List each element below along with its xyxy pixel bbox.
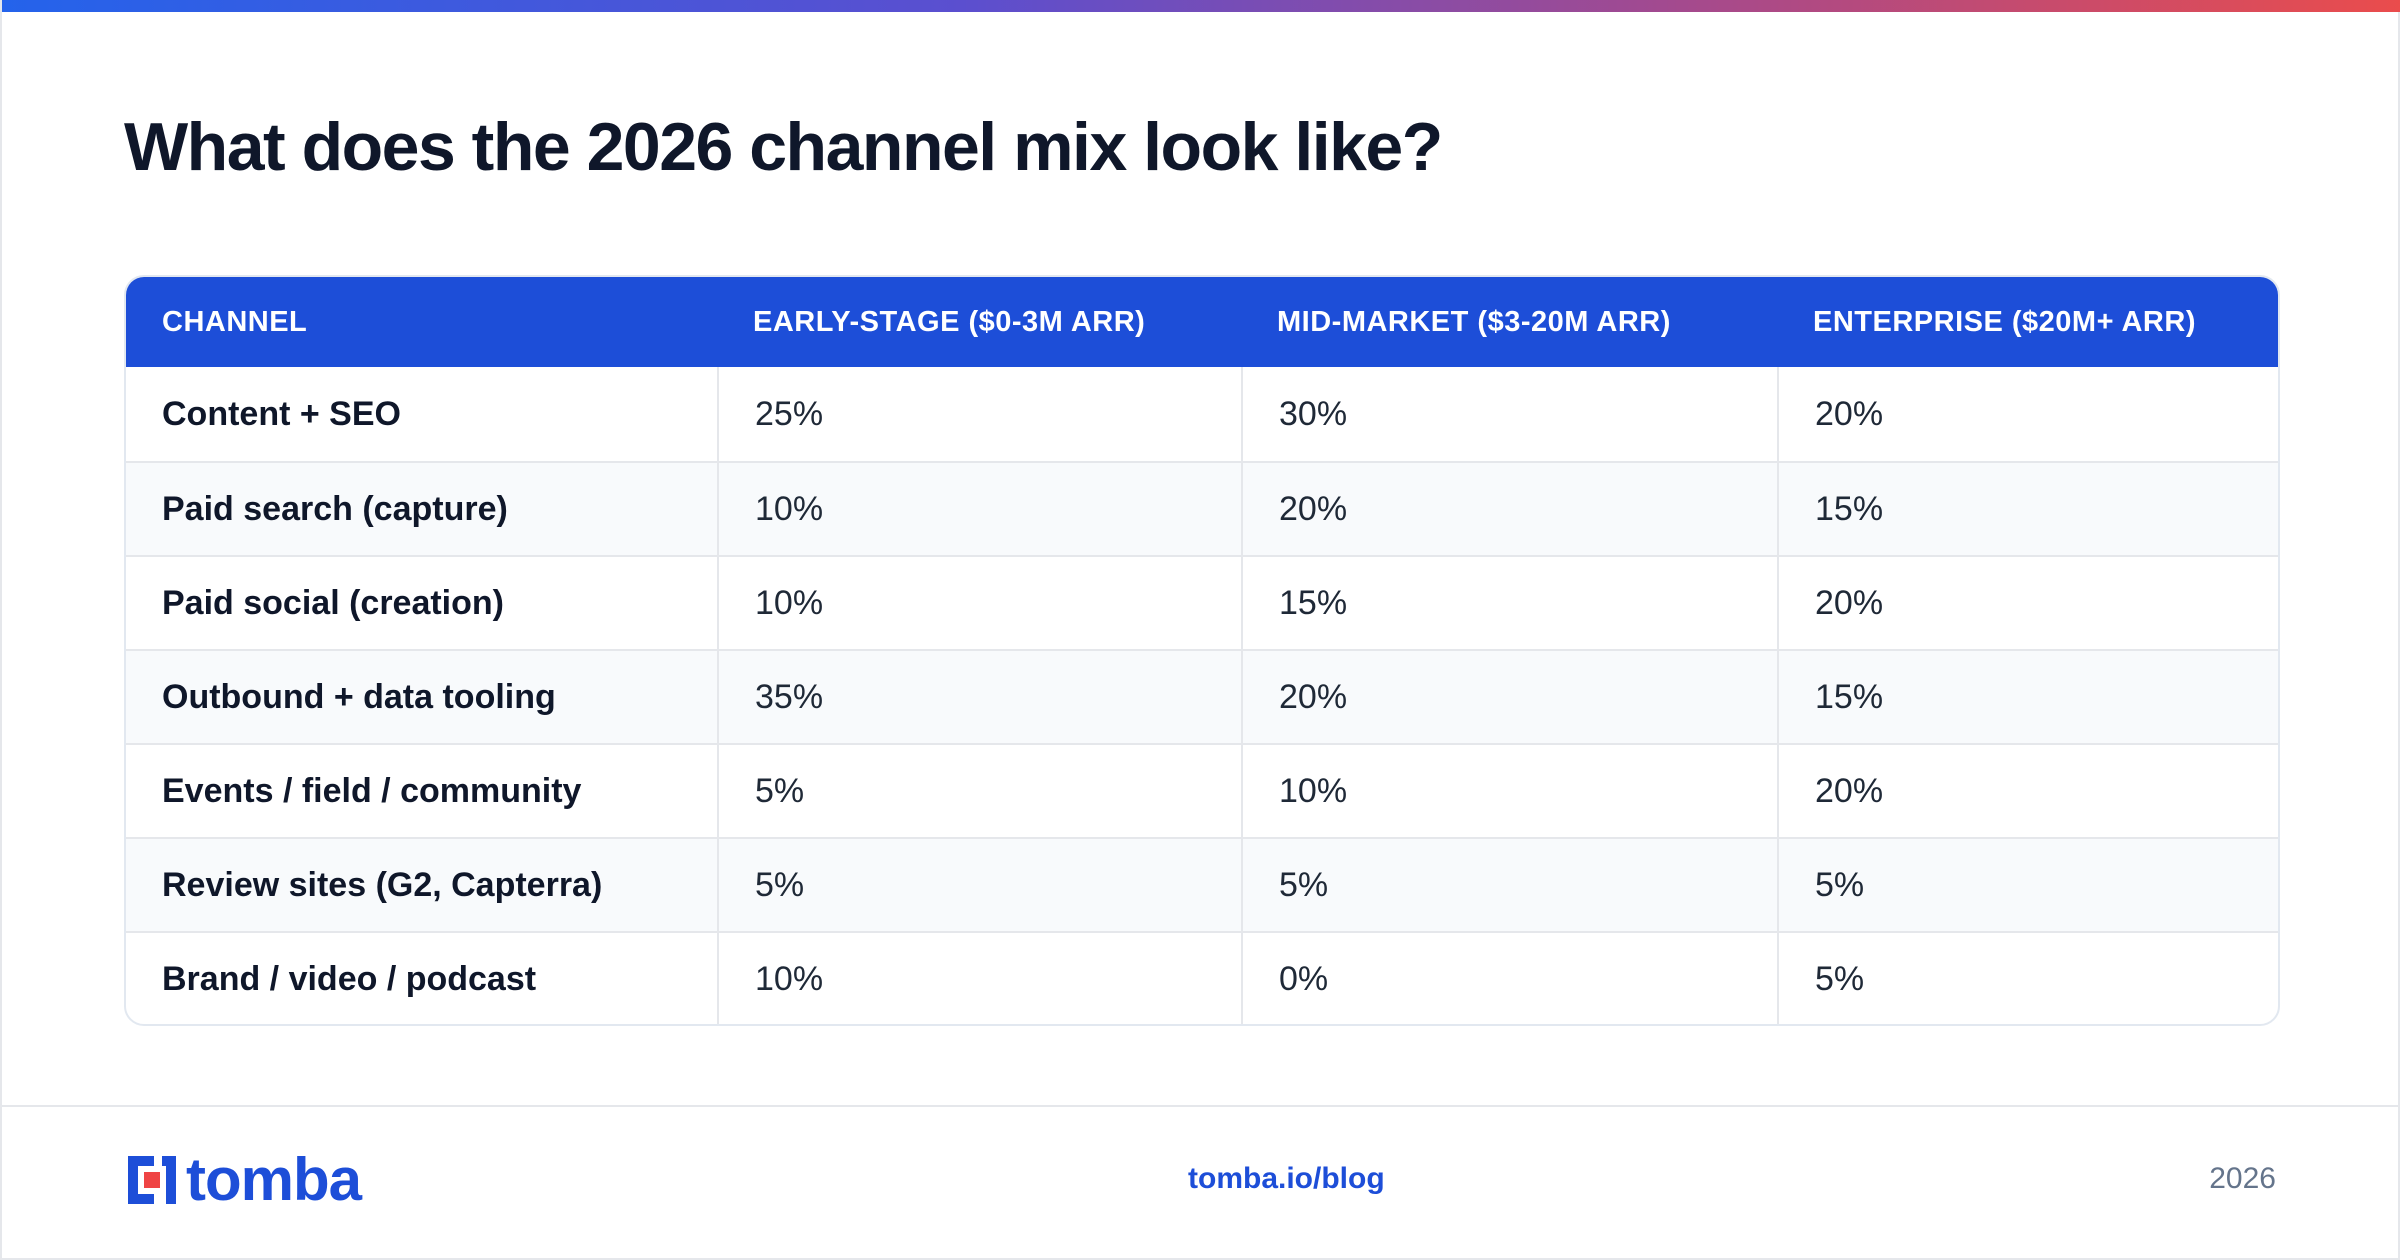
early-stage-cell: 10% xyxy=(717,557,1241,649)
channel-cell: Brand / video / podcast xyxy=(162,959,537,998)
channel-cell: Review sites (G2, Capterra) xyxy=(162,865,603,904)
mid-market-cell: 10% xyxy=(1241,745,1777,837)
enterprise-cell: 5% xyxy=(1777,839,2278,931)
footer-divider xyxy=(2,1105,2400,1107)
early-stage-cell: 5% xyxy=(717,839,1241,931)
enterprise-cell: 20% xyxy=(1777,745,2278,837)
enterprise-cell: 15% xyxy=(1777,651,2278,743)
header-enterprise: ENTERPRISE ($20M+ ARR) xyxy=(1813,305,2196,338)
channel-mix-table: CHANNEL EARLY-STAGE ($0-3M ARR) MID-MARK… xyxy=(124,275,2280,1026)
early-stage-cell: 10% xyxy=(717,463,1241,555)
early-stage-cell: 25% xyxy=(717,367,1241,461)
top-gradient-bar xyxy=(2,0,2400,12)
mid-market-cell: 0% xyxy=(1241,933,1777,1024)
mid-market-cell: 20% xyxy=(1241,463,1777,555)
channel-cell: Paid search (capture) xyxy=(162,489,508,528)
blog-link[interactable]: tomba.io/blog xyxy=(1188,1162,1385,1195)
mid-market-cell: 30% xyxy=(1241,367,1777,461)
enterprise-cell: 5% xyxy=(1777,933,2278,1024)
table-row: Paid social (creation) 10% 15% 20% xyxy=(126,555,2278,649)
early-stage-cell: 5% xyxy=(717,745,1241,837)
table-row: Content + SEO 25% 30% 20% xyxy=(126,367,2278,461)
table-row: Brand / video / podcast 10% 0% 5% xyxy=(126,931,2278,1024)
table-row: Paid search (capture) 10% 20% 15% xyxy=(126,461,2278,555)
channel-cell: Content + SEO xyxy=(162,394,401,433)
footer-year: 2026 xyxy=(2209,1162,2276,1195)
table-row: Outbound + data tooling 35% 20% 15% xyxy=(126,649,2278,743)
enterprise-cell: 20% xyxy=(1777,557,2278,649)
mid-market-cell: 5% xyxy=(1241,839,1777,931)
tomba-logo[interactable]: tomba xyxy=(124,1146,362,1213)
header-channel: CHANNEL xyxy=(162,305,308,338)
table-header: CHANNEL EARLY-STAGE ($0-3M ARR) MID-MARK… xyxy=(126,277,2278,367)
table-row: Events / field / community 5% 10% 20% xyxy=(126,743,2278,837)
header-early-stage: EARLY-STAGE ($0-3M ARR) xyxy=(753,305,1146,338)
header-mid-market: MID-MARKET ($3-20M ARR) xyxy=(1277,305,1671,338)
channel-cell: Paid social (creation) xyxy=(162,583,504,622)
enterprise-cell: 20% xyxy=(1777,367,2278,461)
early-stage-cell: 10% xyxy=(717,933,1241,1024)
enterprise-cell: 15% xyxy=(1777,463,2278,555)
logo-wordmark: tomba xyxy=(186,1146,362,1213)
mid-market-cell: 20% xyxy=(1241,651,1777,743)
early-stage-cell: 35% xyxy=(717,651,1241,743)
page-title: What does the 2026 channel mix look like… xyxy=(124,109,1443,185)
channel-cell: Outbound + data tooling xyxy=(162,677,556,716)
table-row: Review sites (G2, Capterra) 5% 5% 5% xyxy=(126,837,2278,931)
table-body: Content + SEO 25% 30% 20% Paid search (c… xyxy=(126,367,2278,1024)
mid-market-cell: 15% xyxy=(1241,557,1777,649)
channel-cell: Events / field / community xyxy=(162,771,582,810)
tomba-logo-mark-icon xyxy=(128,1156,176,1204)
